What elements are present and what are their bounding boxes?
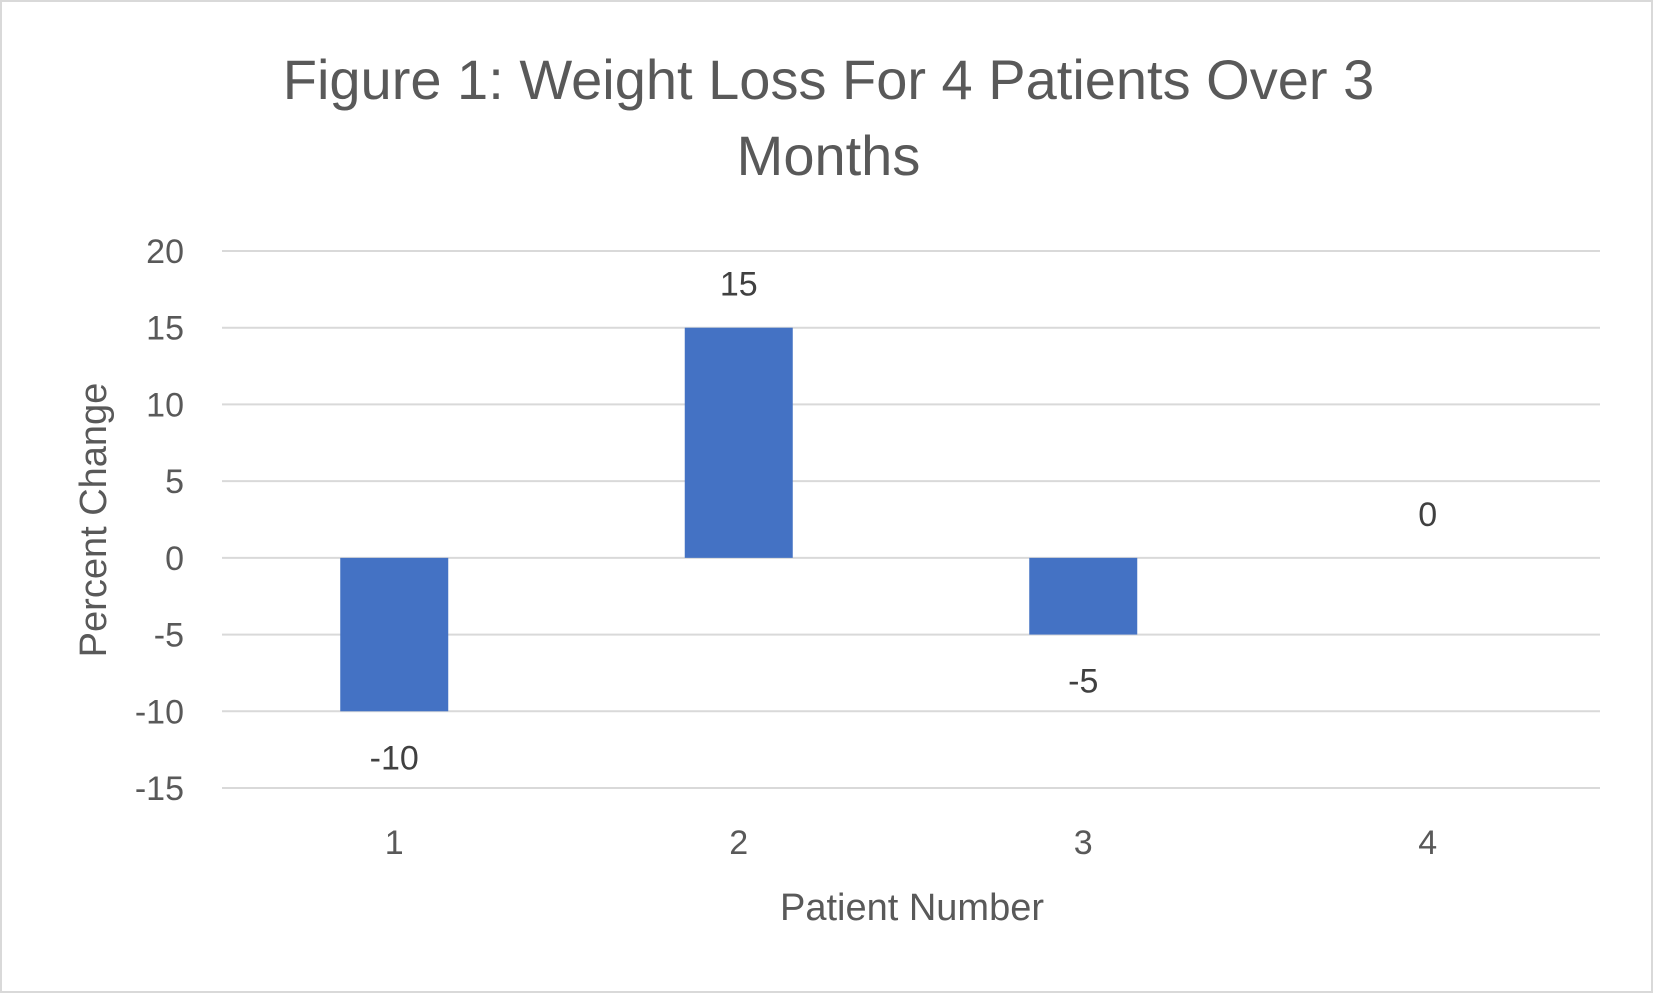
- y-tick-label: 20: [146, 233, 184, 271]
- y-tick-label: 10: [146, 386, 184, 424]
- x-axis-title: Patient Number: [780, 887, 1044, 929]
- y-tick-label: 15: [146, 310, 184, 348]
- bars: [340, 327, 1138, 712]
- x-tick-label: 3: [1074, 824, 1093, 862]
- chart-title: Figure 1: Weight Loss For 4 Patients Ove…: [282, 48, 1375, 187]
- x-tick-label: 2: [729, 824, 748, 862]
- x-tick-label: 1: [385, 824, 404, 862]
- data-label: 15: [720, 266, 758, 304]
- y-axis-ticks: 20 15 10 5 0 -5 -10 -15: [135, 233, 184, 808]
- bar: [684, 327, 793, 558]
- gridlines: [222, 250, 1600, 789]
- y-tick-label: 0: [165, 540, 184, 578]
- data-label: 0: [1418, 496, 1437, 534]
- data-label: -5: [1068, 663, 1098, 701]
- y-tick-label: -10: [135, 693, 184, 731]
- x-axis-ticks: 1 2 3 4: [385, 824, 1437, 862]
- bar: [340, 557, 449, 712]
- y-axis-title: Percent Change: [73, 383, 115, 658]
- x-tick-label: 4: [1418, 824, 1437, 862]
- bar: [1029, 557, 1138, 635]
- data-labels: -10 15 -5 0: [370, 266, 1438, 778]
- y-tick-label: -15: [135, 770, 184, 808]
- y-tick-label: -5: [154, 617, 184, 655]
- data-label: -10: [370, 739, 419, 777]
- y-tick-label: 5: [165, 463, 184, 501]
